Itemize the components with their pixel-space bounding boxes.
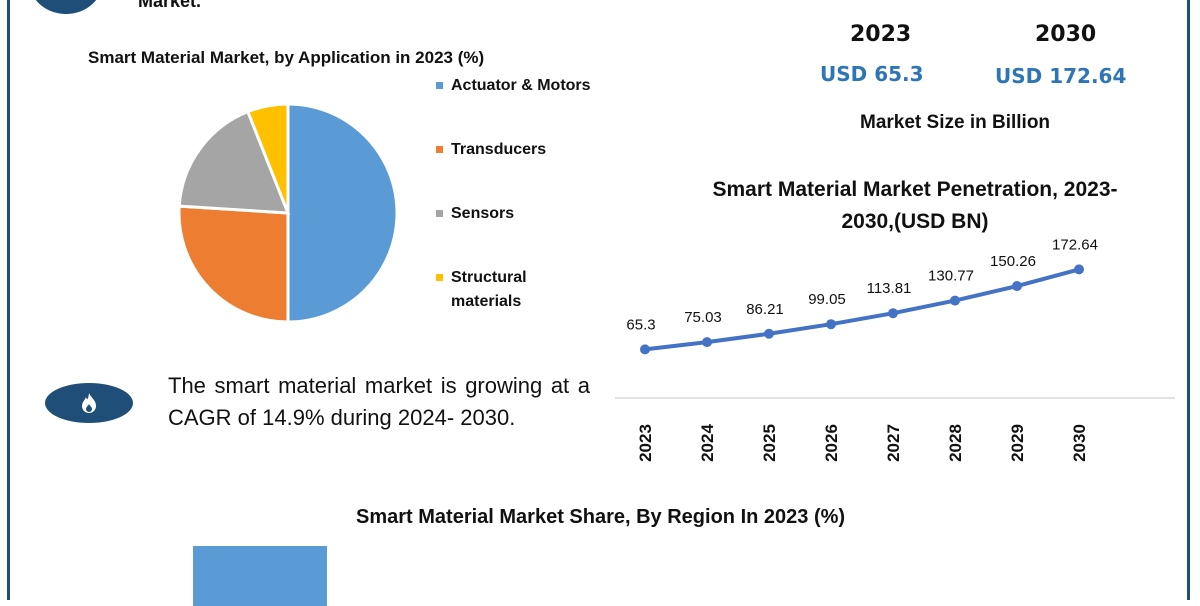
data-point [702,337,712,348]
line-series [644,267,1080,352]
line-chart: 65.3 2023 75.03 2024 86.21 2025 99.05 2026 113.8… [615,236,1175,462]
legend-swatch [436,82,443,90]
bar-chart-title: Smart Material Market Share, By Region I… [356,506,846,528]
data-point [1074,264,1084,275]
data-point [1012,281,1022,292]
market-size-unit: Market Size in Billion [860,112,1051,133]
circle-badge-icon [30,0,102,14]
line-chart-title: Smart Material Market Penetration, 2023-… [712,178,1118,233]
x-tick-label: 2029 [1008,424,1027,462]
data-label: 75.03 [684,309,722,326]
x-tick-label: 2023 [636,424,655,462]
x-tick-label: 2027 [884,424,903,462]
data-label: 130.77 [928,268,974,285]
legend-label: Sensors [451,205,515,222]
stat-year-2030: 2030 [1035,22,1097,47]
data-label: 86.21 [746,301,784,318]
legend-swatch [436,210,443,218]
legend-swatch [436,146,443,154]
legend-swatch [436,274,443,282]
bar-chart-bar [193,546,327,606]
data-label: 99.05 [808,291,846,308]
flame-icon [45,383,133,423]
stat-value-2023: USD 65.3 [820,62,924,86]
pie-slice [286,102,399,324]
data-point [764,328,774,339]
x-tick-label: 2026 [822,424,841,462]
legend-item: Sensors [436,202,514,226]
pie-chart-title: Smart Material Market, by Application in… [88,48,485,67]
legend-item: Actuator & Motors [436,74,591,98]
right-border [1187,0,1190,600]
pie-slice [245,102,290,214]
data-point [950,295,960,306]
section-heading: Market. [138,0,202,11]
data-label: 113.81 [867,280,912,297]
cagr-statement: The smart material market is growing at … [168,373,590,430]
left-border [7,0,10,600]
x-tick-label: 2025 [760,424,779,462]
pie-chart [177,102,399,324]
legend-label: Actuator & Motors [451,77,591,94]
stat-value-2030: USD 172.64 [995,64,1127,88]
pie-slice [177,109,291,215]
legend-label: Transducers [451,141,547,158]
pie-slice [177,204,290,324]
x-tick-label: 2030 [1070,424,1089,462]
legend-item: Transducers [436,138,546,162]
data-point [888,308,898,319]
data-label: 172.64 [1052,236,1098,253]
data-label: 65.3 [626,316,655,333]
legend-label: Structural materials [451,269,527,310]
data-point [826,319,836,330]
x-tick-label: 2024 [698,424,717,462]
legend-item: Structural materials [436,266,551,314]
data-point [640,344,650,355]
data-label: 150.26 [990,253,1036,270]
x-tick-label: 2028 [946,424,965,462]
stat-year-2023: 2023 [850,22,912,47]
